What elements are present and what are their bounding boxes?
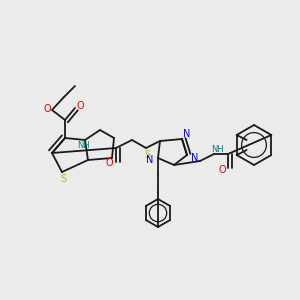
Text: O: O [76,101,84,111]
Text: NH: NH [78,141,90,150]
Text: S: S [144,150,150,160]
Text: N: N [191,153,199,163]
Text: O: O [43,104,51,114]
Text: N: N [183,129,191,139]
Text: S: S [60,174,66,184]
Text: O: O [218,165,226,175]
Text: N: N [146,155,154,165]
Text: O: O [105,158,113,168]
Text: NH: NH [211,145,224,154]
